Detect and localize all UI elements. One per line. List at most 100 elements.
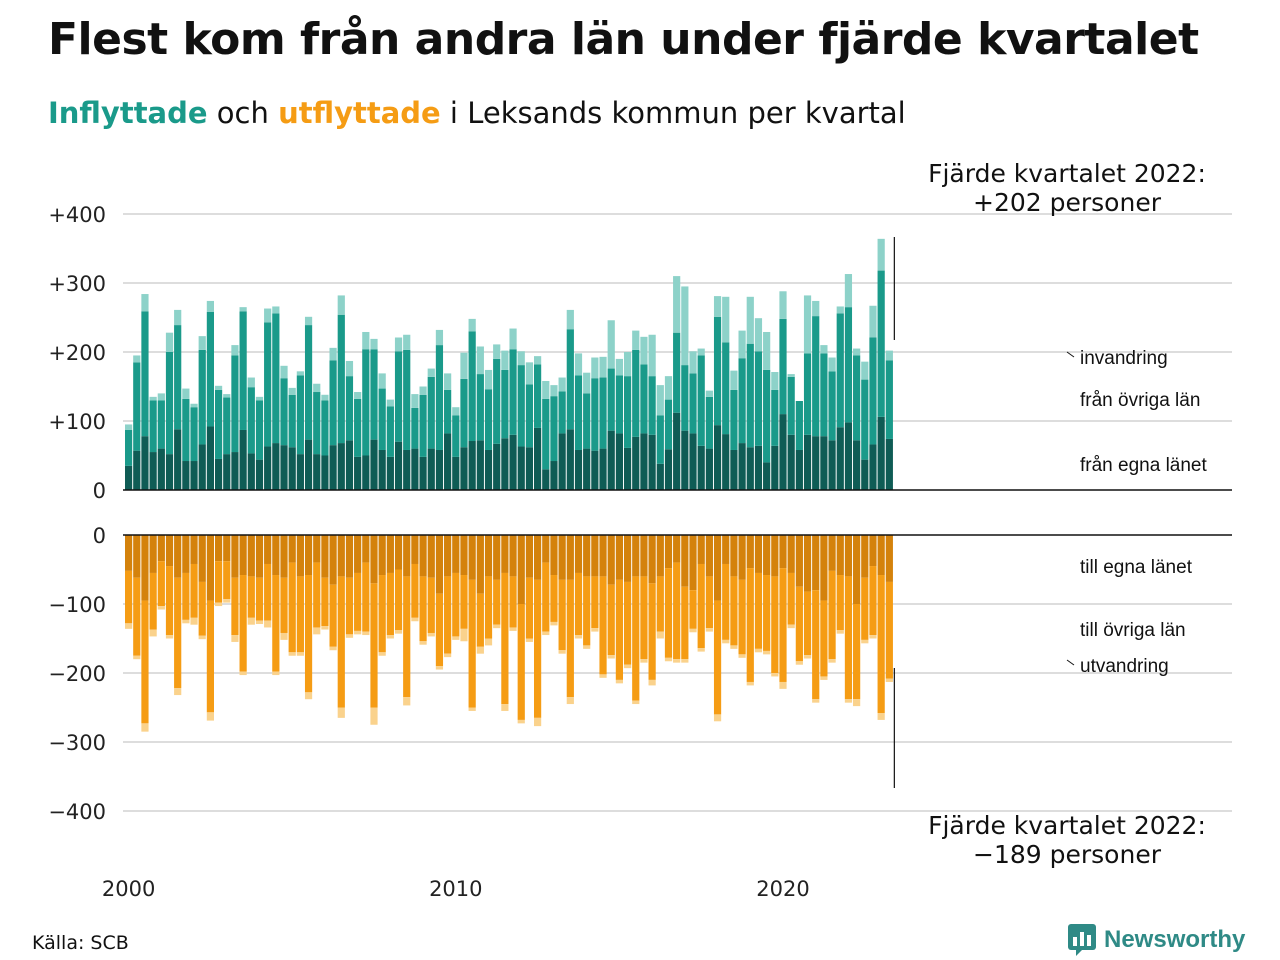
bar-in-segment: [607, 320, 615, 369]
bar-out-segment: [476, 535, 484, 594]
bar-in-segment: [386, 456, 394, 490]
bar-out-segment: [713, 535, 722, 601]
bar-out-segment: [378, 652, 386, 656]
bar-in-segment: [615, 433, 623, 490]
bar-out-segment: [239, 535, 247, 576]
bar-in-segment: [321, 400, 329, 456]
bar-in-segment: [435, 449, 444, 490]
bar-out-segment: [370, 707, 378, 725]
bar-out-segment: [607, 655, 615, 659]
bar-out-segment: [632, 576, 640, 701]
bar-in-segment: [174, 309, 182, 326]
bar-in-segment: [820, 436, 828, 490]
bar-in-segment: [820, 353, 828, 437]
bar-in-segment: [705, 448, 713, 490]
bar-out-segment: [231, 535, 239, 578]
y-tick-label-bottom: −300: [48, 731, 106, 755]
bar-out-segment: [844, 699, 853, 703]
bar-out-segment: [501, 535, 509, 573]
bar-out-segment: [304, 692, 313, 700]
bar-out-segment: [411, 535, 419, 564]
bar-out-segment: [664, 657, 673, 662]
bar-out-segment: [803, 535, 812, 592]
bar-in-segment: [861, 361, 869, 380]
bar-in-segment: [345, 360, 354, 377]
bar-in-segment: [264, 322, 272, 447]
bar-out-segment: [460, 535, 468, 576]
bar-in-segment: [722, 434, 730, 490]
bar-in-segment: [738, 330, 746, 359]
bar-in-segment: [763, 462, 771, 490]
bar-in-segment: [673, 412, 681, 490]
bar-in-segment: [501, 369, 509, 439]
bar-out-segment: [125, 535, 133, 571]
bar-out-segment: [844, 576, 853, 700]
bar-in-segment: [288, 387, 296, 395]
bar-out-segment: [386, 572, 394, 636]
bar-in-segment: [198, 336, 206, 350]
bar-out-segment: [370, 583, 378, 708]
bar-in-segment: [713, 316, 722, 426]
bar-in-segment: [493, 358, 501, 444]
bar-in-segment: [861, 459, 869, 490]
bar-out-segment: [697, 648, 705, 652]
bar-in-segment: [288, 394, 296, 448]
y-tick-label-top: 0: [93, 479, 106, 503]
bar-out-segment: [648, 583, 656, 680]
bar-in-segment: [640, 433, 648, 490]
bar-out-segment: [484, 638, 493, 646]
bar-in-segment: [272, 313, 280, 444]
bar-out-segment: [509, 627, 517, 631]
bar-in-segment: [558, 391, 566, 434]
bar-out-segment: [272, 671, 280, 676]
bar-in-segment: [583, 448, 591, 490]
bar-out-segment: [239, 671, 247, 676]
bar-in-segment: [689, 351, 697, 374]
bar-in-segment: [738, 443, 746, 490]
bar-out-segment: [705, 535, 713, 577]
bar-in-segment: [125, 465, 133, 490]
bar-in-segment: [370, 439, 378, 490]
bar-in-segment: [214, 458, 223, 490]
brand-name: Newsworthy: [1104, 926, 1246, 953]
bar-in-segment: [190, 403, 198, 408]
bar-in-segment: [329, 445, 337, 490]
bar-in-segment: [133, 355, 141, 363]
bar-out-segment: [771, 535, 779, 577]
bar-out-segment: [681, 535, 689, 587]
bar-in-segment: [288, 447, 296, 490]
bar-in-segment: [223, 394, 231, 398]
bar-out-segment: [779, 681, 787, 689]
bar-in-segment: [452, 415, 460, 457]
bar-in-segment: [493, 443, 501, 490]
bar-out-segment: [673, 535, 681, 563]
bar-in-segment: [247, 377, 255, 388]
bar-in-segment: [304, 439, 313, 490]
bar-out-segment: [730, 645, 738, 649]
bar-in-segment: [713, 425, 722, 490]
bar-in-segment: [239, 311, 247, 430]
bar-out-segment: [656, 576, 664, 632]
bar-in-segment: [206, 300, 214, 312]
bar-in-segment: [280, 365, 288, 379]
bar-out-segment: [803, 591, 812, 656]
bar-out-segment: [656, 535, 664, 577]
bar-out-segment: [354, 535, 362, 573]
bar-in-segment: [771, 372, 779, 390]
bar-out-segment: [689, 590, 697, 629]
bar-in-segment: [165, 332, 174, 352]
bar-in-segment: [566, 429, 574, 490]
bar-in-segment: [345, 376, 354, 441]
bar-in-segment: [615, 375, 623, 434]
bar-in-segment: [803, 434, 812, 490]
bar-in-segment: [272, 443, 280, 490]
bar-in-segment: [354, 456, 362, 490]
bar-out-segment: [378, 575, 386, 653]
bar-in-segment: [607, 368, 615, 431]
bar-out-segment: [664, 568, 673, 658]
bar-in-segment: [697, 355, 705, 446]
bar-in-segment: [812, 316, 820, 437]
bar-in-segment: [452, 407, 460, 416]
bar-out-segment: [640, 659, 648, 663]
bar-in-segment: [444, 433, 452, 490]
